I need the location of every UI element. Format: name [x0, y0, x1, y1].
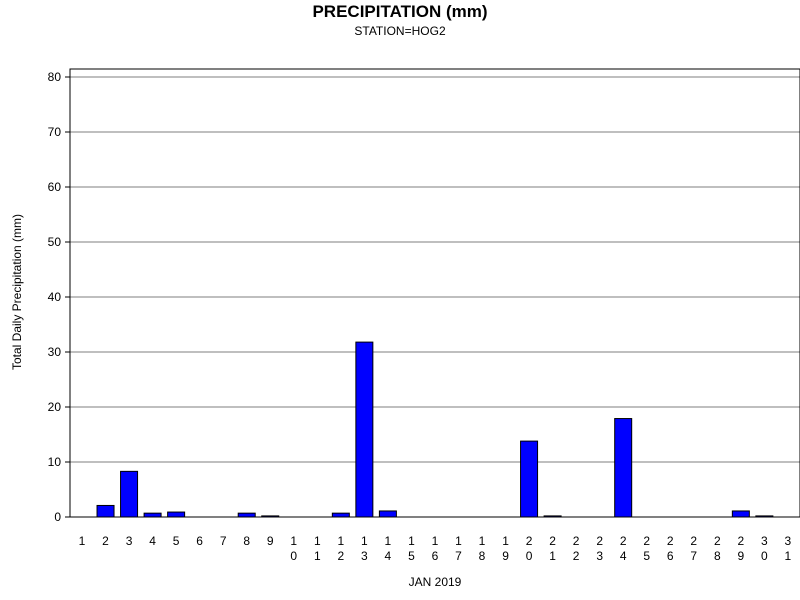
- x-tick-label: 3: [126, 534, 133, 548]
- x-axis-ticks: 1 2 3 4 5 6 7 8 9 1 01 11 21 31 41 51 61 71 81 92 02 12 22 32 42…: [79, 534, 792, 563]
- bar-day-29: [731, 510, 750, 518]
- y-tick-label: 70: [48, 125, 62, 139]
- y-tick-label: 20: [48, 400, 62, 414]
- y-tick-label: 40: [48, 290, 62, 304]
- y-tick-label: 50: [48, 235, 62, 249]
- chart-title: PRECIPITATION (mm): [312, 2, 487, 21]
- bar-day-2: [96, 504, 115, 518]
- x-tick-label: 5: [173, 534, 180, 548]
- bars: [96, 341, 774, 518]
- plot-frame: [69, 68, 800, 518]
- x-axis-label: JAN 2019: [409, 575, 462, 589]
- x-tick-label: 1: [79, 534, 86, 548]
- y-tick-label: 60: [48, 180, 62, 194]
- x-tick-label: 9: [267, 534, 274, 548]
- y-axis-label: Total Daily Precipitation (mm): [10, 214, 24, 370]
- bar-day-5: [167, 511, 186, 518]
- x-tick-label: 4: [149, 534, 156, 548]
- chart-subtitle: STATION=HOG2: [354, 24, 446, 38]
- x-tick-label: 8: [243, 534, 250, 548]
- bar-day-12: [331, 512, 350, 518]
- bar-day-20: [520, 440, 539, 518]
- bar-day-14: [378, 510, 397, 518]
- x-tick-label: 6: [196, 534, 203, 548]
- bar-day-13: [355, 341, 374, 518]
- gridlines: [70, 76, 800, 463]
- y-tick-label: 30: [48, 345, 62, 359]
- bar-day-4: [143, 512, 162, 518]
- y-tick-label: 0: [54, 510, 61, 524]
- y-axis-ticks: 0 10 20 30 40 50 60 70 80: [48, 70, 70, 524]
- y-tick-label: 80: [48, 70, 62, 84]
- y-tick-label: 10: [48, 455, 62, 469]
- x-tick-label: 2: [102, 534, 109, 548]
- x-tick-label: 7: [220, 534, 227, 548]
- bar-day-24: [614, 418, 633, 518]
- bar-day-3: [120, 470, 139, 518]
- bar-day-8: [237, 512, 256, 518]
